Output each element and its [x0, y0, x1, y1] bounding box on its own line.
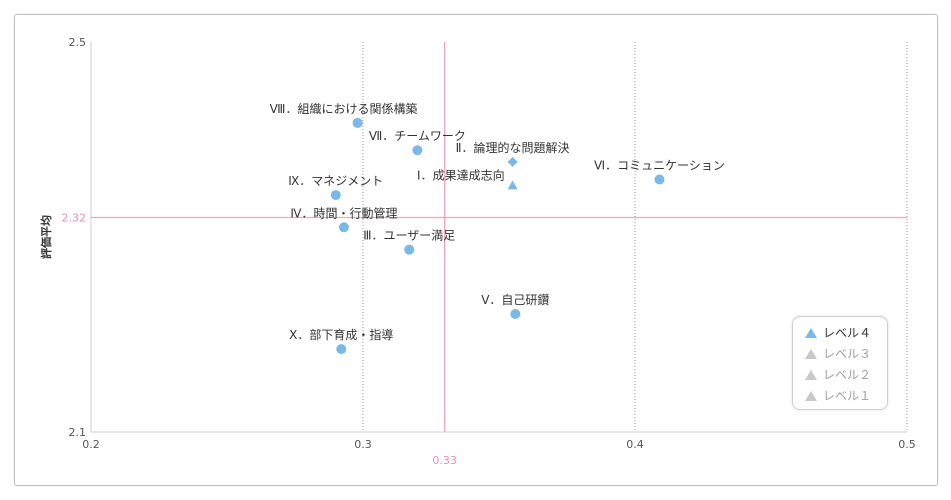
- triangle-icon: [805, 327, 817, 338]
- point-label: Ⅲ．ユーザー満足: [363, 229, 455, 243]
- data-point: [352, 117, 363, 128]
- data-point: [330, 190, 341, 201]
- legend-item-level3[interactable]: レベル３: [805, 345, 871, 362]
- point-label: Ⅸ．マネジメント: [288, 174, 383, 188]
- point-label: Ⅳ．時間・行動管理: [290, 205, 397, 220]
- x-tick-label: 0.3: [354, 438, 372, 451]
- data-point: [510, 309, 521, 320]
- point-label: Ⅷ．組織における関係構築: [270, 101, 418, 116]
- reference-x-label: 0.33: [432, 454, 457, 467]
- legend-label: レベル４: [823, 326, 872, 340]
- data-point: [336, 344, 347, 355]
- chart-frame: [14, 14, 938, 486]
- triangle-icon: [805, 369, 817, 380]
- legend-label: レベル２: [823, 368, 872, 382]
- triangle-icon: [805, 348, 817, 359]
- point-label: Ⅶ．チームワーク: [369, 129, 466, 143]
- point-label: Ⅴ．自己研鑽: [481, 292, 549, 307]
- data-point: [507, 156, 518, 167]
- y-tick-label: 2.1: [69, 426, 87, 439]
- legend-item-level2[interactable]: レベル２: [805, 366, 871, 383]
- y-axis-label: 評価平均: [39, 215, 53, 259]
- data-point: [654, 174, 665, 185]
- y-tick-label: 2.5: [69, 36, 87, 49]
- point-label: Ⅹ．部下育成・指導: [289, 327, 393, 342]
- data-point: [404, 244, 415, 255]
- x-tick-label: 0.5: [898, 438, 916, 451]
- point-label: Ⅱ．論理的な問題解決: [456, 140, 570, 155]
- data-point: [507, 180, 518, 190]
- triangle-icon: [805, 390, 817, 401]
- point-label: Ⅵ．コミュニケーション: [594, 158, 725, 172]
- legend-item-level1[interactable]: レベル１: [805, 387, 871, 404]
- legend-item-level4[interactable]: レベル４: [805, 324, 871, 341]
- legend-label: レベル３: [823, 347, 872, 361]
- legend-label: レベル１: [823, 389, 872, 403]
- reference-y-label: 2.32: [62, 212, 87, 225]
- point-label: Ⅰ．成果達成志向: [417, 167, 505, 182]
- x-tick-label: 0.4: [626, 438, 644, 451]
- x-tick-label: 0.2: [82, 438, 100, 451]
- data-point: [338, 222, 349, 233]
- legend: レベル４ レベル３ レベル２ レベル１: [792, 316, 888, 410]
- data-point: [412, 145, 423, 156]
